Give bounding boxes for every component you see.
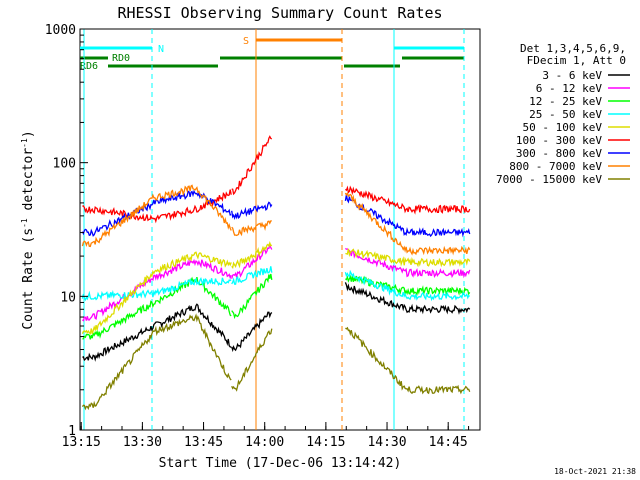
series-line	[231, 201, 273, 220]
legend-entry-label: 3 - 6 keV	[542, 69, 602, 82]
legend-entry-label: 300 - 800 keV	[516, 147, 602, 160]
x-tick-label: 14:15	[306, 435, 345, 450]
legend-entry-label: 12 - 25 keV	[529, 95, 602, 108]
legend: Det 1,3,4,5,6,9, FDecim 1, Att 0 3 - 6 k…	[496, 42, 630, 186]
rd0-label: RD0	[112, 53, 130, 64]
series-line	[81, 313, 232, 411]
series-line	[344, 191, 471, 256]
x-tick-label: 14:30	[367, 435, 406, 450]
legend-entry-label: 6 - 12 keV	[536, 82, 603, 95]
axes-layer: 13:15 13:30 13:45 14:00 14:15 14:30 14:45 1 10 10…	[45, 23, 470, 450]
y-axis-label: Count Rate (s-1 detector-1)	[20, 130, 36, 329]
series-line	[82, 276, 232, 340]
legend-entry-label: 7000 - 15000 keV	[496, 173, 602, 186]
series-line	[231, 135, 273, 196]
legend-entry-label: 100 - 300 keV	[516, 134, 602, 147]
y-tick-label: 10	[60, 290, 76, 305]
night-label: N	[158, 44, 164, 55]
series-line	[231, 328, 273, 392]
series-line	[81, 276, 232, 302]
x-tick-label: 13:15	[62, 435, 101, 450]
series-line	[344, 269, 471, 302]
series-line	[81, 251, 232, 335]
series-line	[344, 185, 471, 215]
y-tick-label: 1	[68, 424, 76, 439]
y-tick-label: 100	[53, 157, 76, 172]
timestamp: 18-Oct-2021 21:38	[554, 467, 636, 476]
series-line	[82, 303, 232, 362]
y-tick-label: 1000	[45, 23, 76, 38]
legend-header-1: Det 1,3,4,5,6,9,	[520, 42, 626, 55]
series-line	[344, 247, 471, 279]
legend-entry-label: 25 - 50 keV	[529, 108, 602, 121]
attenuator-state-markers: N S RD0 RD6	[80, 36, 464, 72]
series-line	[82, 189, 232, 224]
x-tick-label: 14:00	[245, 435, 284, 450]
series-line	[231, 311, 273, 353]
series-line	[82, 258, 232, 322]
series-line	[231, 266, 273, 285]
x-tick-label: 14:45	[429, 435, 468, 450]
chart-title: RHESSI Observing Summary Count Rates	[117, 4, 442, 22]
x-axis-label: Start Time (17-Dec-06 13:14:42)	[159, 456, 402, 471]
series-line	[344, 194, 471, 238]
series-line	[231, 220, 272, 237]
series-line	[231, 240, 273, 269]
series-line	[231, 273, 273, 320]
series-line	[81, 184, 232, 248]
state-lines	[83, 29, 465, 430]
series-layer	[81, 135, 471, 411]
legend-entry-label: 50 - 100 keV	[523, 121, 603, 134]
series-line	[345, 248, 471, 268]
plot-frame	[79, 28, 481, 431]
x-tick-label: 13:45	[184, 435, 223, 450]
series-line	[345, 326, 471, 395]
legend-header-2: FDecim 1, Att 0	[527, 54, 626, 67]
rd6-label: RD6	[80, 61, 98, 72]
saa-label: S	[243, 36, 249, 47]
series-line	[344, 282, 471, 315]
legend-entry-label: 800 - 7000 keV	[509, 160, 602, 173]
series-line	[231, 244, 273, 279]
x-tick-label: 13:30	[123, 435, 162, 450]
